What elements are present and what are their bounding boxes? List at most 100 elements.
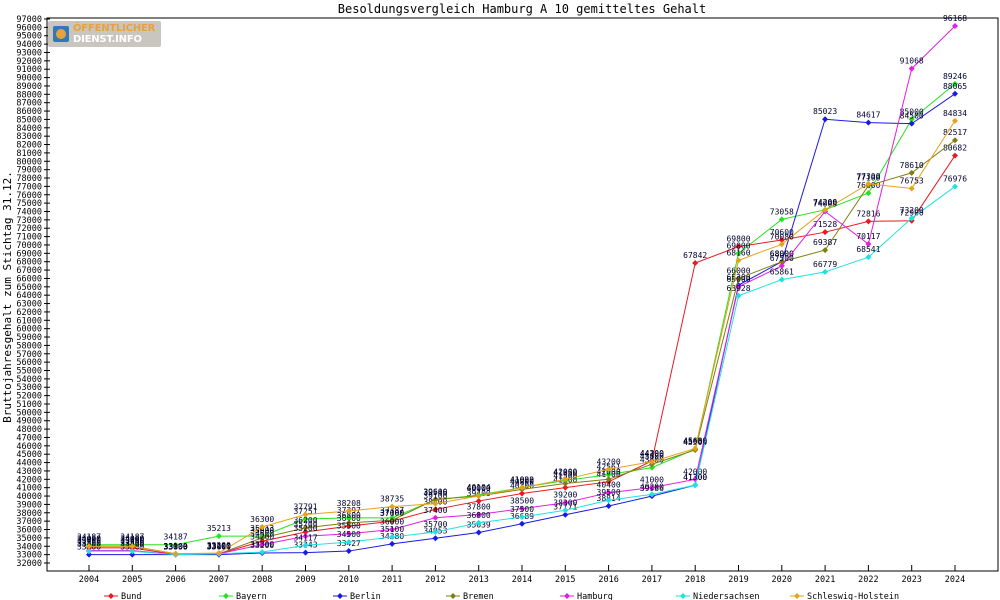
data-point bbox=[215, 549, 222, 556]
data-label: 35000 bbox=[250, 526, 274, 535]
data-label: 33000 bbox=[207, 543, 231, 552]
data-point bbox=[475, 519, 482, 526]
data-label: 35200 bbox=[293, 524, 317, 533]
data-point bbox=[302, 549, 309, 556]
data-label: 38300 bbox=[553, 498, 577, 507]
data-label: 42000 bbox=[683, 467, 707, 476]
data-label: 36800 bbox=[337, 511, 361, 520]
data-label: 35213 bbox=[207, 524, 231, 533]
y-tick-label: 68000 bbox=[16, 258, 42, 268]
data-label: 74200 bbox=[813, 198, 837, 207]
data-point bbox=[389, 534, 396, 541]
data-point bbox=[432, 500, 439, 507]
data-label: 73200 bbox=[900, 206, 924, 215]
data-label: 34000 bbox=[77, 534, 101, 543]
data-label: 34200 bbox=[250, 533, 274, 542]
data-point bbox=[475, 511, 482, 518]
data-label: 42000 bbox=[553, 467, 577, 476]
data-label: 67500 bbox=[770, 254, 794, 263]
x-tick-label: 2015 bbox=[555, 575, 575, 585]
y-tick-label: 66000 bbox=[16, 274, 42, 284]
data-label: 41000 bbox=[510, 476, 534, 485]
data-label: 37100 bbox=[380, 508, 404, 517]
data-label: 40104 bbox=[467, 483, 491, 492]
data-label: 39100 bbox=[423, 492, 447, 501]
data-point bbox=[129, 551, 136, 558]
legend: Bund Bayern Berlin Bremen Hamburg Niedersachs… bbox=[104, 592, 899, 600]
chart-title: Besoldungsvergleich Hamburg A 10 gemitte… bbox=[338, 2, 706, 16]
data-label: 33000 bbox=[164, 543, 188, 552]
data-point bbox=[562, 507, 569, 514]
data-point bbox=[822, 247, 829, 254]
data-point bbox=[778, 262, 785, 269]
data-label: 36300 bbox=[250, 515, 274, 524]
y-tick-label: 49000 bbox=[16, 417, 42, 427]
data-point bbox=[475, 493, 482, 500]
data-point bbox=[562, 480, 569, 487]
data-label: 69800 bbox=[726, 235, 750, 244]
data-point bbox=[908, 185, 915, 192]
y-tick-label: 33000 bbox=[16, 551, 42, 561]
data-label: 45600 bbox=[683, 437, 707, 446]
legend-swatch-marker bbox=[337, 593, 343, 599]
data-label: 33100 bbox=[164, 542, 188, 551]
y-tick-label: 35000 bbox=[16, 534, 42, 544]
y-tick-label: 53000 bbox=[16, 383, 42, 393]
data-point bbox=[605, 502, 612, 509]
y-tick-label: 81000 bbox=[16, 149, 42, 159]
y-tick-label: 87000 bbox=[16, 99, 42, 109]
data-label: 38735 bbox=[380, 495, 404, 504]
data-label: 68000 bbox=[770, 250, 794, 259]
data-point bbox=[302, 511, 309, 518]
data-label: 33100 bbox=[207, 542, 231, 551]
x-tick-label: 2012 bbox=[425, 575, 445, 585]
data-point bbox=[519, 490, 525, 497]
logo-mark-icon bbox=[53, 26, 69, 42]
data-label: 44100 bbox=[640, 450, 664, 459]
data-point bbox=[519, 505, 525, 512]
logo-text-line1: ÖFFENTLICHER bbox=[73, 23, 156, 34]
data-label: 41022 bbox=[510, 475, 534, 484]
y-tick-label: 94000 bbox=[16, 40, 42, 50]
data-label: 73058 bbox=[770, 207, 794, 216]
data-point bbox=[735, 283, 742, 290]
data-point bbox=[692, 445, 699, 452]
data-point bbox=[345, 519, 352, 526]
data-label: 37500 bbox=[510, 505, 534, 514]
y-tick-label: 37000 bbox=[16, 517, 42, 527]
y-tick-label: 36000 bbox=[16, 526, 42, 536]
data-label: 85023 bbox=[813, 107, 837, 116]
data-label: 34000 bbox=[120, 534, 144, 543]
data-point bbox=[432, 529, 439, 536]
y-tick-label: 95000 bbox=[16, 32, 42, 42]
y-tick-label: 39000 bbox=[16, 500, 42, 510]
y-tick-label: 64000 bbox=[16, 291, 42, 301]
data-label: 37800 bbox=[467, 502, 491, 511]
data-label: 38208 bbox=[337, 499, 361, 508]
data-point bbox=[865, 240, 872, 247]
legend-item: Hamburg bbox=[560, 592, 613, 600]
data-point bbox=[562, 476, 569, 483]
data-point bbox=[345, 514, 352, 521]
data-label: 33000 bbox=[164, 543, 188, 552]
data-point bbox=[908, 116, 915, 123]
y-tick-label: 82000 bbox=[16, 141, 42, 151]
data-point bbox=[519, 484, 525, 491]
y-tick-label: 92000 bbox=[16, 57, 42, 67]
data-label: 40000 bbox=[467, 484, 491, 493]
y-tick-label: 45000 bbox=[16, 450, 42, 460]
data-point bbox=[259, 524, 266, 531]
data-label: 34117 bbox=[293, 533, 317, 542]
x-tick-label: 2014 bbox=[512, 575, 532, 585]
y-tick-label: 67000 bbox=[16, 266, 42, 276]
series-group: 3380033800330003310034600357003640037000… bbox=[77, 14, 967, 558]
data-point bbox=[735, 292, 742, 299]
data-point bbox=[648, 484, 655, 491]
data-point bbox=[172, 541, 179, 548]
data-label: 38500 bbox=[510, 497, 534, 506]
data-point bbox=[86, 543, 92, 550]
data-point bbox=[822, 206, 829, 213]
data-label: 39546 bbox=[423, 488, 447, 497]
data-label: 41000 bbox=[640, 476, 664, 485]
data-point bbox=[605, 471, 612, 478]
